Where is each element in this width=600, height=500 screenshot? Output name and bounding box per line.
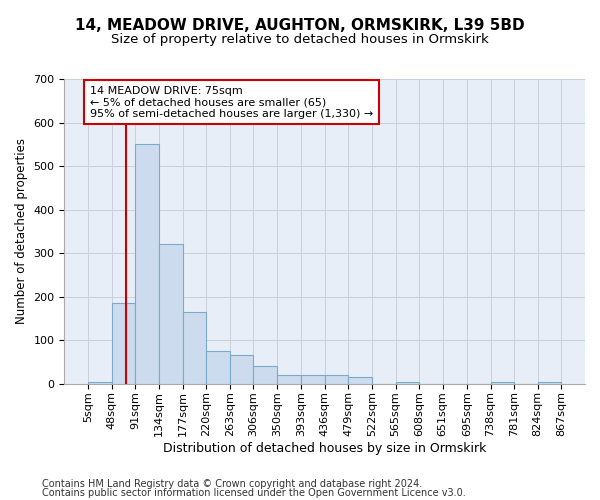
Bar [135,144,159,384]
Bar [395,382,419,384]
Bar [159,244,182,384]
Bar [349,377,372,384]
Bar [253,366,277,384]
Text: 14, MEADOW DRIVE, AUGHTON, ORMSKIRK, L39 5BD: 14, MEADOW DRIVE, AUGHTON, ORMSKIRK, L39… [75,18,525,32]
Bar [206,351,230,384]
Text: 14 MEADOW DRIVE: 75sqm
← 5% of detached houses are smaller (65)
95% of semi-deta: 14 MEADOW DRIVE: 75sqm ← 5% of detached … [90,86,373,118]
Bar [491,382,514,384]
Bar [230,356,253,384]
Bar [182,312,206,384]
Y-axis label: Number of detached properties: Number of detached properties [15,138,28,324]
Bar [325,375,349,384]
Bar [538,382,562,384]
Bar [301,375,325,384]
Text: Contains HM Land Registry data © Crown copyright and database right 2024.: Contains HM Land Registry data © Crown c… [42,479,422,489]
Bar [88,382,112,384]
Bar [112,303,135,384]
X-axis label: Distribution of detached houses by size in Ormskirk: Distribution of detached houses by size … [163,442,487,455]
Text: Contains public sector information licensed under the Open Government Licence v3: Contains public sector information licen… [42,488,466,498]
Bar [277,375,301,384]
Text: Size of property relative to detached houses in Ormskirk: Size of property relative to detached ho… [111,32,489,46]
